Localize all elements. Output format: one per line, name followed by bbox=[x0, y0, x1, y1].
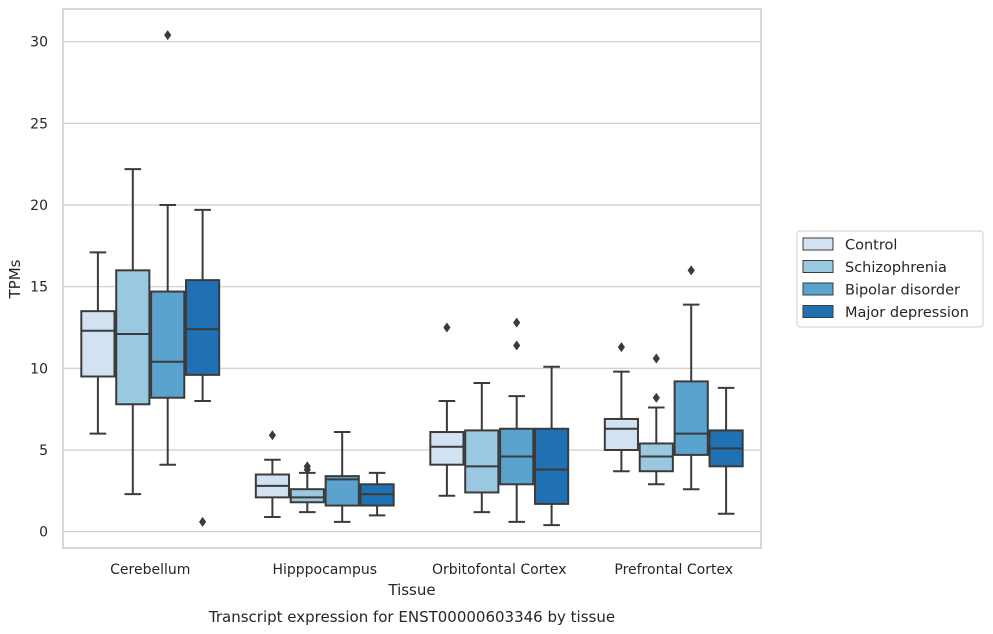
x-tick-label: Hipppocampus bbox=[272, 562, 377, 578]
legend-label: Schizophrenia bbox=[845, 260, 947, 276]
box-iqr bbox=[80, 310, 116, 378]
box-plot bbox=[534, 365, 570, 527]
box-plot bbox=[429, 322, 465, 497]
box-iqr bbox=[324, 475, 360, 507]
outlier-point bbox=[443, 322, 451, 333]
legend-label: Major depression bbox=[845, 305, 969, 321]
y-tick-label: 15 bbox=[30, 280, 48, 296]
outlier-point bbox=[513, 340, 521, 351]
y-tick-label: 20 bbox=[30, 198, 48, 214]
y-tick-label: 0 bbox=[39, 525, 48, 541]
outlier-point bbox=[199, 516, 207, 527]
y-axis-ticks: 0 5 10 15 20 25 30 bbox=[30, 35, 48, 541]
legend-label: Bipolar disorder bbox=[845, 283, 960, 299]
outlier-point bbox=[513, 317, 521, 328]
box-iqr bbox=[185, 279, 221, 376]
legend-frame bbox=[796, 230, 984, 328]
box-iqr bbox=[603, 417, 639, 452]
box-iqr bbox=[115, 269, 151, 406]
legend-label: Control bbox=[845, 238, 897, 254]
legend-swatch bbox=[802, 260, 834, 273]
box-iqr bbox=[289, 488, 325, 504]
box-plot bbox=[603, 342, 639, 473]
y-tick-label: 25 bbox=[30, 116, 48, 132]
outlier-point bbox=[617, 342, 625, 353]
y-axis-label: TPMs bbox=[6, 259, 24, 299]
x-tick-label: Orbitofontal Cortex bbox=[432, 562, 567, 578]
box-plot bbox=[638, 353, 674, 486]
outlier-point bbox=[652, 392, 660, 403]
box-iqr bbox=[464, 429, 500, 494]
box-plot bbox=[324, 431, 360, 523]
box-plot bbox=[150, 30, 186, 466]
box-iqr bbox=[150, 290, 186, 399]
outlier-point bbox=[164, 30, 172, 41]
chart-title: Transcript expression for ENST0000060334… bbox=[208, 608, 615, 626]
box-iqr bbox=[673, 380, 709, 456]
legend-swatch bbox=[802, 305, 834, 318]
outlier-point bbox=[303, 461, 311, 472]
x-axis-ticks: Cerebellum Hipppocampus Orbitofontal Corte… bbox=[110, 562, 733, 578]
legend-swatch bbox=[802, 282, 834, 296]
plot-frame bbox=[62, 8, 762, 549]
outlier-point bbox=[687, 265, 695, 276]
box-plot bbox=[708, 386, 744, 515]
box-plot bbox=[254, 430, 290, 518]
outlier-point bbox=[268, 430, 276, 441]
box-plot bbox=[499, 317, 535, 523]
box-plot bbox=[359, 471, 395, 517]
box-plot bbox=[80, 251, 116, 435]
y-tick-label: 5 bbox=[39, 443, 48, 459]
x-axis-label: Tissue bbox=[387, 581, 435, 599]
legend-swatch bbox=[802, 237, 834, 251]
legend: Control Schizophrenia Bipolar disorder Majo… bbox=[796, 230, 984, 328]
box-plot bbox=[673, 265, 709, 491]
box-iqr bbox=[534, 427, 570, 505]
x-tick-label: Prefrontal Cortex bbox=[614, 562, 733, 578]
box-plot bbox=[115, 168, 151, 496]
x-tick-label: Cerebellum bbox=[110, 562, 190, 578]
boxes-layer bbox=[80, 30, 744, 527]
box-iqr bbox=[429, 431, 465, 466]
outlier-point bbox=[652, 353, 660, 364]
y-tick-label: 30 bbox=[30, 35, 48, 51]
box-plot bbox=[464, 382, 500, 514]
box-plot bbox=[185, 208, 221, 527]
y-tick-label: 10 bbox=[30, 361, 48, 377]
box-plot bbox=[289, 461, 325, 514]
